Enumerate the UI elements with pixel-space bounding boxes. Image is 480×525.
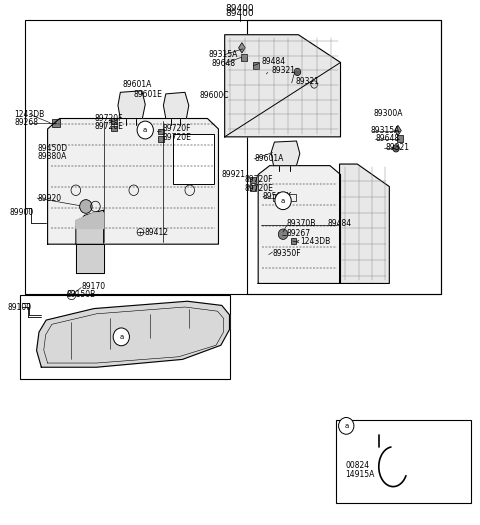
Polygon shape [339, 164, 389, 284]
Bar [240, 54, 247, 61]
Text: 00824: 00824 [345, 461, 370, 470]
Bar [24, 20, 441, 294]
Text: 89601A: 89601A [254, 154, 284, 163]
Text: a: a [143, 127, 147, 133]
Text: 89500K: 89500K [263, 192, 292, 201]
Text: 89484: 89484 [327, 219, 352, 228]
Text: 89150B: 89150B [67, 290, 96, 299]
Text: 89380A: 89380A [37, 152, 66, 161]
Bar [291, 238, 296, 244]
Bar [158, 129, 164, 134]
Bar [111, 125, 117, 131]
Circle shape [278, 229, 288, 239]
Text: 89412: 89412 [144, 228, 168, 237]
Text: 89921: 89921 [222, 170, 246, 179]
Circle shape [137, 121, 154, 139]
Circle shape [393, 145, 399, 152]
Text: 89300A: 89300A [373, 109, 403, 118]
Polygon shape [258, 165, 340, 284]
Text: 89600C: 89600C [199, 91, 229, 100]
Text: 89720F: 89720F [245, 175, 273, 184]
Bar [397, 135, 403, 142]
Bar [273, 194, 297, 201]
Text: 89400: 89400 [226, 4, 254, 13]
Text: a: a [281, 198, 285, 204]
Text: 89601E: 89601E [134, 90, 163, 99]
Text: 1243DB: 1243DB [14, 110, 44, 119]
Text: 89267: 89267 [287, 229, 311, 238]
Text: a: a [119, 334, 123, 340]
Bar [336, 419, 471, 503]
Text: 89350F: 89350F [272, 249, 300, 258]
Bar [250, 185, 255, 191]
Bar [250, 177, 255, 183]
Polygon shape [239, 43, 245, 53]
Polygon shape [76, 213, 104, 228]
Text: 89321: 89321 [295, 77, 319, 86]
Text: 89450D: 89450D [37, 144, 67, 153]
Text: 89268: 89268 [14, 118, 38, 127]
Bar [20, 295, 230, 379]
Text: 89315A: 89315A [209, 50, 238, 59]
Polygon shape [271, 141, 300, 165]
Polygon shape [48, 119, 218, 244]
Circle shape [275, 192, 291, 209]
Bar [252, 62, 259, 69]
Polygon shape [163, 92, 189, 119]
Polygon shape [118, 91, 145, 119]
Bar [158, 136, 164, 142]
Text: 89720E: 89720E [162, 133, 192, 142]
Text: 89321: 89321 [271, 66, 295, 76]
Circle shape [338, 417, 354, 434]
Polygon shape [76, 244, 104, 273]
Text: 89720E: 89720E [245, 184, 274, 193]
Bar [173, 134, 214, 184]
Circle shape [80, 200, 92, 213]
Polygon shape [395, 125, 401, 136]
Text: 89315A: 89315A [371, 126, 400, 135]
Text: 89648: 89648 [211, 59, 235, 68]
Text: 89170: 89170 [81, 282, 105, 291]
Text: 89720F: 89720F [162, 124, 191, 133]
Text: 14915A: 14915A [345, 470, 375, 479]
Text: 89920: 89920 [37, 194, 61, 203]
Bar [111, 118, 117, 124]
Text: 89720F: 89720F [95, 114, 123, 123]
Text: 89400: 89400 [226, 9, 254, 18]
Polygon shape [76, 210, 104, 244]
Text: 89100: 89100 [8, 302, 32, 311]
Text: 89321: 89321 [385, 143, 409, 152]
Text: 89601A: 89601A [123, 80, 152, 89]
Bar [247, 20, 441, 294]
Text: 89900: 89900 [9, 208, 34, 217]
Text: a: a [344, 423, 348, 429]
Text: 1243DB: 1243DB [300, 237, 330, 246]
Text: 89648: 89648 [376, 134, 400, 143]
Text: 89484: 89484 [262, 57, 286, 67]
Text: 89370B: 89370B [287, 219, 316, 228]
Text: 89720E: 89720E [95, 122, 123, 131]
Polygon shape [36, 301, 229, 367]
FancyArrowPatch shape [297, 240, 299, 242]
Polygon shape [225, 35, 340, 137]
Circle shape [294, 68, 301, 76]
Bar [52, 119, 60, 127]
Circle shape [113, 328, 130, 346]
